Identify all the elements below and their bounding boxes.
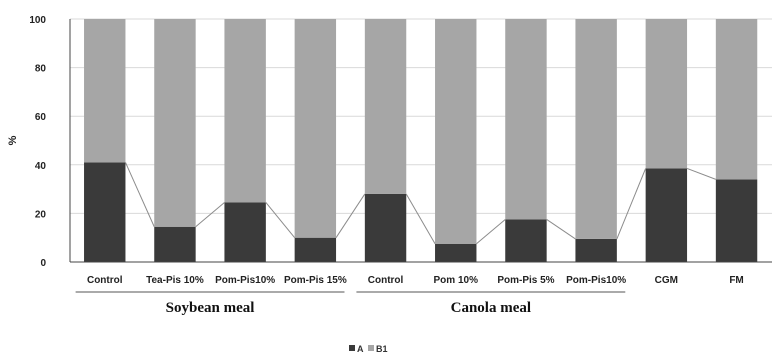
x-tick-label: Pom-Pis 15% — [284, 275, 347, 286]
x-tick-label: Tea-Pis 10% — [146, 275, 204, 286]
y-tick-label: 100 — [29, 15, 46, 26]
bar-a-4 — [364, 193, 407, 262]
connector-line — [546, 219, 576, 240]
connector-line — [195, 202, 225, 228]
connector-line — [476, 219, 506, 245]
connector-line — [616, 168, 647, 240]
x-tick-label: Pom-Pis10% — [566, 275, 626, 286]
x-tick-labels: Control Tea-Pis 10% Pom-Pis10% Pom-Pis 15% C… — [87, 275, 744, 286]
connector-line — [686, 167, 717, 180]
x-tick-label: CGM — [655, 275, 678, 286]
group-label: Soybean meal — [166, 300, 255, 316]
y-axis-label: % — [7, 135, 19, 145]
connector-line — [265, 202, 296, 239]
connector-line — [335, 193, 366, 238]
y-tick-label: 0 — [40, 258, 46, 269]
legend-label: A — [357, 344, 364, 354]
legend-swatch — [368, 345, 374, 351]
bar-b1-8 — [645, 19, 688, 169]
bar-b1-1 — [154, 19, 196, 227]
connector-line — [125, 162, 155, 227]
bar-b1-6 — [505, 19, 547, 220]
x-tick-label: Pom 10% — [434, 275, 479, 286]
x-tick-label: Control — [87, 275, 123, 286]
x-tick-label: Pom-Pis10% — [215, 275, 275, 286]
group-labels: Soybean meal Canola meal — [75, 291, 626, 316]
x-tick-label: FM — [729, 275, 743, 286]
axes — [69, 19, 772, 263]
legend-label: B1 — [376, 344, 388, 354]
bar-b1-4 — [364, 19, 407, 194]
bar-b1-9 — [715, 19, 758, 180]
y-tick-label: 20 — [35, 209, 47, 220]
connector-lines — [125, 162, 717, 245]
bar-b1-2 — [224, 19, 266, 203]
group-label: Canola meal — [451, 300, 531, 316]
bar-b1-0 — [84, 19, 126, 163]
bar-a-5 — [435, 243, 477, 262]
legend: A B1 — [349, 344, 388, 354]
bar-a-8 — [645, 168, 688, 262]
y-tick-label: 80 — [35, 64, 47, 75]
legend-swatch — [349, 345, 355, 351]
bar-a-6 — [505, 219, 547, 262]
x-tick-label: Pom-Pis 5% — [497, 275, 554, 286]
connector-line — [405, 193, 436, 245]
x-tick-label: Control — [368, 275, 404, 286]
bar-a-2 — [224, 202, 266, 262]
bar-b1-3 — [294, 19, 337, 238]
y-tick-labels: 0 20 40 60 80 100 — [29, 15, 46, 269]
bars — [84, 19, 758, 262]
bar-a-0 — [84, 162, 126, 262]
bar-a-9 — [715, 179, 758, 262]
bar-a-7 — [575, 238, 617, 262]
y-tick-label: 40 — [35, 161, 47, 172]
bar-b1-7 — [575, 19, 617, 239]
bar-b1-5 — [435, 19, 477, 244]
bar-a-1 — [154, 226, 196, 262]
y-tick-label: 60 — [35, 112, 47, 123]
bar-a-3 — [294, 237, 337, 262]
